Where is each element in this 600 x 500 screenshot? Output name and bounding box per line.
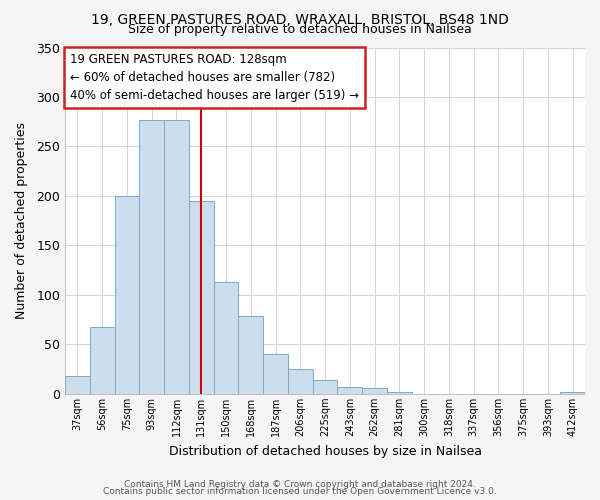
Text: Contains HM Land Registry data © Crown copyright and database right 2024.: Contains HM Land Registry data © Crown c… [124, 480, 476, 489]
Text: 19, GREEN PASTURES ROAD, WRAXALL, BRISTOL, BS48 1ND: 19, GREEN PASTURES ROAD, WRAXALL, BRISTO… [91, 12, 509, 26]
Bar [313, 380, 337, 394]
Bar [263, 354, 288, 394]
Text: Size of property relative to detached houses in Nailsea: Size of property relative to detached ho… [128, 22, 472, 36]
Text: 19 GREEN PASTURES ROAD: 128sqm
← 60% of detached houses are smaller (782)
40% of: 19 GREEN PASTURES ROAD: 128sqm ← 60% of … [70, 52, 359, 102]
Bar [189, 201, 214, 394]
Bar [337, 387, 362, 394]
Y-axis label: Number of detached properties: Number of detached properties [15, 122, 28, 319]
Bar [560, 392, 585, 394]
Bar [238, 316, 263, 394]
Bar [387, 392, 412, 394]
Bar [115, 196, 139, 394]
Bar [139, 120, 164, 394]
Bar [288, 369, 313, 394]
Bar [164, 120, 189, 394]
Bar [65, 376, 90, 394]
X-axis label: Distribution of detached houses by size in Nailsea: Distribution of detached houses by size … [169, 444, 482, 458]
Bar [214, 282, 238, 394]
Text: Contains public sector information licensed under the Open Government Licence v3: Contains public sector information licen… [103, 487, 497, 496]
Bar [90, 326, 115, 394]
Bar [362, 388, 387, 394]
